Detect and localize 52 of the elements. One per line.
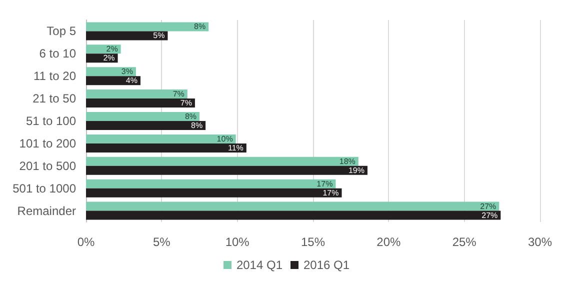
bar [86, 22, 209, 32]
y-tick-label: 11 to 20 [34, 69, 76, 84]
legend-label: 2016 Q1 [304, 258, 350, 272]
x-tick-label: 15% [300, 235, 326, 249]
bar [86, 31, 168, 40]
data-label: 7% [180, 98, 192, 108]
y-tick-label: 51 to 100 [26, 114, 76, 128]
data-label: 8% [190, 121, 203, 130]
x-tick-label: 20% [376, 235, 401, 249]
bar [86, 202, 500, 211]
data-label: 2% [106, 44, 118, 54]
y-tick-label: 21 to 50 [32, 92, 76, 106]
data-label: 7% [172, 90, 184, 99]
y-tick-label: 6 to 10 [39, 46, 76, 61]
data-label: 3% [121, 67, 133, 76]
data-label: 17% [316, 179, 333, 188]
y-tick-label: 201 to 500 [19, 158, 76, 173]
data-label: 8% [184, 112, 196, 121]
bar [86, 166, 368, 175]
data-label: 18% [339, 156, 356, 166]
y-tick-label: Top 5 [46, 24, 76, 38]
data-label: 2% [103, 54, 115, 63]
bar [86, 98, 195, 108]
data-label: 19% [348, 166, 364, 175]
x-tick-label: 10% [225, 235, 250, 249]
data-label: 8% [194, 22, 206, 32]
legend-label: 2014 Q1 [236, 258, 283, 272]
data-label: 11% [228, 143, 244, 152]
bar [86, 156, 358, 166]
data-label: 10% [216, 134, 233, 144]
data-label: 17% [322, 188, 339, 198]
data-label: 4% [126, 76, 138, 86]
y-tick-label: 501 to 1000 [12, 181, 76, 196]
y-tick-label: Remainder [17, 204, 76, 218]
x-tick-label: 0% [77, 235, 95, 249]
bar [86, 112, 200, 121]
bar [86, 210, 501, 220]
data-label: 5% [153, 31, 165, 40]
x-tick-label: 5% [152, 235, 171, 249]
bar [86, 188, 342, 198]
bar [86, 134, 236, 144]
bar [86, 179, 336, 188]
bar [86, 143, 246, 152]
bar [86, 67, 136, 76]
x-tick-label: 30% [528, 235, 552, 249]
x-tick-label: 25% [452, 235, 477, 249]
data-label: 27% [482, 210, 498, 220]
bar [86, 121, 206, 130]
bar [86, 90, 188, 99]
data-label: 27% [480, 202, 496, 211]
bar [86, 76, 140, 86]
y-tick-label: 101 to 200 [19, 136, 76, 150]
